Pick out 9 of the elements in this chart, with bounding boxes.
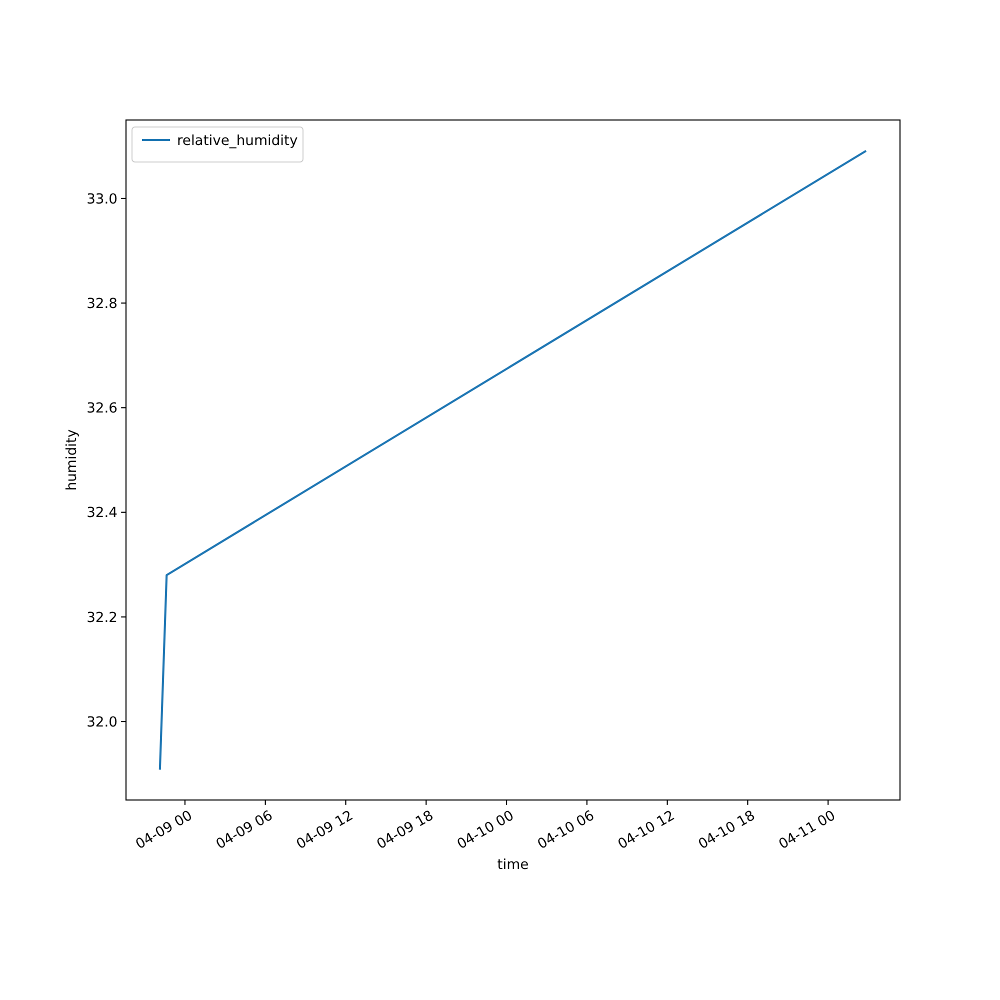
y-tick-label: 32.0	[86, 714, 118, 730]
legend-label: relative_humidity	[177, 132, 298, 149]
y-tick-label: 33.0	[86, 191, 118, 208]
y-tick-label: 32.6	[86, 400, 118, 417]
y-axis-title: humidity	[64, 429, 80, 491]
y-tick-label: 32.8	[86, 296, 118, 312]
y-tick-label: 32.2	[86, 610, 118, 626]
y-tick-label: 32.4	[86, 505, 118, 522]
x-axis-title: time	[497, 857, 529, 873]
